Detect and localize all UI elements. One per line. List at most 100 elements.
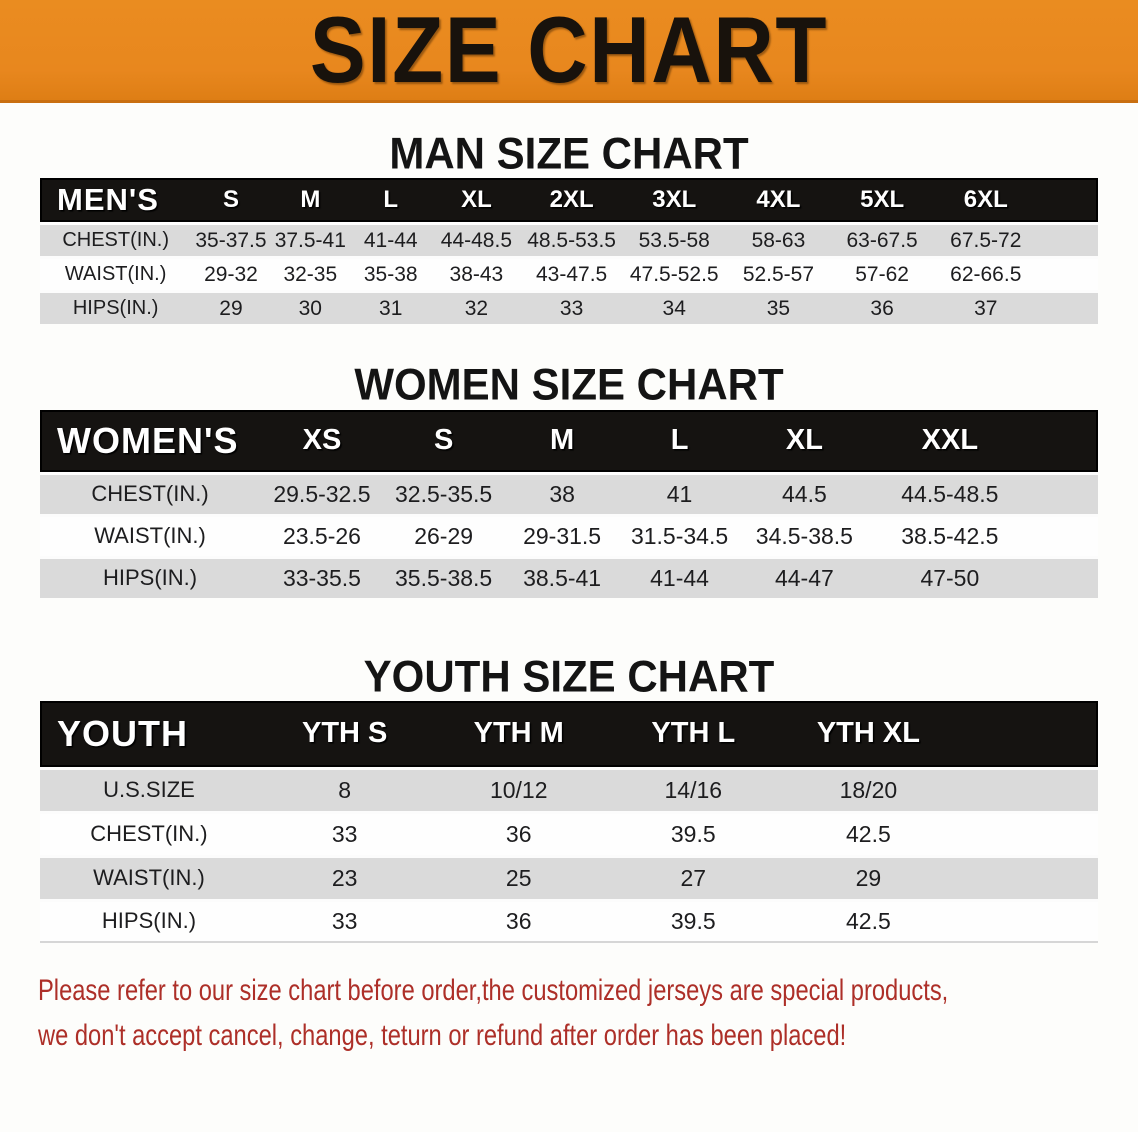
table-cell: 38 xyxy=(503,471,621,514)
row-spacer-cell xyxy=(956,766,1098,811)
table-header-row: WOMEN'S XS S M L XL XXL xyxy=(40,409,1098,472)
men-size-table: MEN'S S M L XL 2XL 3XL 4XL 5XL 6XL CHEST(IN.) 35-37… xyxy=(40,178,1098,325)
row-label: CHEST(IN.) xyxy=(40,471,261,514)
row-label: HIPS(IN.) xyxy=(40,898,258,943)
row-label: HIPS(IN.) xyxy=(40,555,261,598)
column-header: XS xyxy=(302,424,342,457)
table-cell: 39.5 xyxy=(606,898,781,943)
table-cell: 25 xyxy=(431,854,606,899)
table-cell: 41-44 xyxy=(349,222,432,256)
row-spacer-cell xyxy=(956,810,1098,855)
row-spacer-cell xyxy=(1029,555,1098,598)
table-cell: 33 xyxy=(257,810,432,855)
row-spacer-cell xyxy=(1029,513,1098,556)
row-label: WAIST(IN.) xyxy=(40,256,192,290)
table-cell: 34 xyxy=(621,290,727,324)
column-header: XXL xyxy=(921,424,979,457)
row-spacer-cell xyxy=(1037,256,1098,290)
table-cell: 41-44 xyxy=(620,555,739,598)
table-row: HIPS(IN.) 29 30 31 32 33 34 35 36 37 xyxy=(40,290,1098,325)
column-header: XL xyxy=(785,424,823,457)
table-cell: 44.5 xyxy=(738,471,871,514)
women-size-section: WOMEN SIZE CHART WOMEN'S XS S M L XL XXL CHEST(… xyxy=(0,360,1138,598)
table-cell: 8 xyxy=(257,766,432,811)
row-label: WAIST(IN.) xyxy=(40,513,261,556)
table-row: CHEST(IN.) 35-37.5 37.5-41 41-44 44-48.5 48.5… xyxy=(40,222,1098,257)
column-header: 3XL xyxy=(652,186,697,214)
table-cell: 10/12 xyxy=(431,766,606,811)
disclaimer: Please refer to our size chart before or… xyxy=(0,968,1100,1058)
row-label: CHEST(IN.) xyxy=(40,222,192,256)
column-header: YTH M xyxy=(473,717,564,750)
table-cell: 47.5-52.5 xyxy=(621,256,727,290)
row-label: HIPS(IN.) xyxy=(40,290,192,324)
column-header: YTH XL xyxy=(816,717,920,750)
banner: SIZE CHART xyxy=(0,0,1138,103)
table-cell: 18/20 xyxy=(780,766,957,811)
table-cell: 48.5-53.5 xyxy=(521,222,622,256)
table-cell: 36 xyxy=(830,290,934,324)
header-spacer-cell xyxy=(1029,410,1098,472)
row-spacer-cell xyxy=(956,898,1098,943)
table-cell: 27 xyxy=(606,854,781,899)
table-cell: 36 xyxy=(431,810,606,855)
table-row: HIPS(IN.) 33-35.5 35.5-38.5 38.5-41 41-44 44-… xyxy=(40,555,1098,598)
table-header-row: YOUTH YTH S YTH M YTH L YTH XL xyxy=(40,700,1098,767)
table-cell: 38.5-41 xyxy=(503,555,621,598)
table-cell: 29-32 xyxy=(191,256,271,290)
table-cell: 67.5-72 xyxy=(933,222,1038,256)
table-cell: 31.5-34.5 xyxy=(620,513,739,556)
youth-section-heading: YOUTH SIZE CHART xyxy=(363,651,775,701)
table-cell: 29 xyxy=(780,854,957,899)
table-cell: 52.5-57 xyxy=(726,256,831,290)
column-header: XL xyxy=(461,186,492,214)
table-cell: 35.5-38.5 xyxy=(383,555,504,598)
table-row: WAIST(IN.) 23.5-26 26-29 29-31.5 31.5-34.5 34… xyxy=(40,513,1098,556)
column-header: M xyxy=(300,186,321,214)
table-cell: 53.5-58 xyxy=(621,222,727,256)
content: MAN SIZE CHART MEN'S S M L XL 2XL 3XL 4XL 5XL 6XL… xyxy=(0,129,1138,943)
row-label: U.S.SIZE xyxy=(40,766,258,811)
table-cell: 32.5-35.5 xyxy=(383,471,504,514)
table-cell: 35-38 xyxy=(349,256,432,290)
table-header-row: MEN'S S M L XL 2XL 3XL 4XL 5XL 6XL xyxy=(40,178,1098,223)
table-row: WAIST(IN.) 29-32 32-35 35-38 38-43 43-47.5 47.… xyxy=(40,256,1098,291)
table-cell: 35 xyxy=(726,290,831,324)
table-cell: 29-31.5 xyxy=(503,513,621,556)
table-cell: 43-47.5 xyxy=(521,256,622,290)
column-header: YTH L xyxy=(651,717,736,750)
women-size-table: WOMEN'S XS S M L XL XXL CHEST(IN.) 29.5-32.5 32.5… xyxy=(40,409,1098,598)
table-cell: 57-62 xyxy=(830,256,934,290)
column-header: 2XL xyxy=(549,186,594,214)
table-cell: 58-63 xyxy=(726,222,831,256)
column-header: 6XL xyxy=(963,186,1008,214)
header-spacer-cell xyxy=(1038,178,1098,222)
table-cell: 41 xyxy=(620,471,739,514)
table-cell: 30 xyxy=(270,290,350,324)
table-cell: 42.5 xyxy=(780,898,957,943)
table-cell: 32 xyxy=(431,290,522,324)
column-header: S xyxy=(222,186,239,214)
women-section-heading: WOMEN SIZE CHART xyxy=(354,360,784,410)
man-size-section: MAN SIZE CHART MEN'S S M L XL 2XL 3XL 4XL 5XL 6XL… xyxy=(0,129,1138,325)
column-header: 4XL xyxy=(756,186,801,214)
table-cell: 23 xyxy=(257,854,432,899)
table-header-label: YOUTH xyxy=(57,712,188,754)
table-cell: 42.5 xyxy=(780,810,957,855)
column-header: 5XL xyxy=(860,186,905,214)
table-cell: 63-67.5 xyxy=(830,222,934,256)
table-cell: 37 xyxy=(933,290,1038,324)
table-cell: 29.5-32.5 xyxy=(260,471,384,514)
table-cell: 33 xyxy=(521,290,622,324)
table-cell: 44-48.5 xyxy=(431,222,522,256)
table-cell: 47-50 xyxy=(870,555,1030,598)
table-row: U.S.SIZE 8 10/12 14/16 18/20 xyxy=(40,766,1098,811)
table-cell: 34.5-38.5 xyxy=(738,513,871,556)
table-cell: 29 xyxy=(191,290,271,324)
table-cell: 36 xyxy=(431,898,606,943)
disclaimer-line-2: we don't accept cancel, change, teturn o… xyxy=(38,1018,847,1052)
table-cell: 31 xyxy=(349,290,432,324)
table-row: WAIST(IN.) 23 25 27 29 xyxy=(40,854,1098,899)
table-row: CHEST(IN.) 29.5-32.5 32.5-35.5 38 41 44.5 44.5… xyxy=(40,471,1098,514)
column-header: YTH S xyxy=(301,717,388,750)
